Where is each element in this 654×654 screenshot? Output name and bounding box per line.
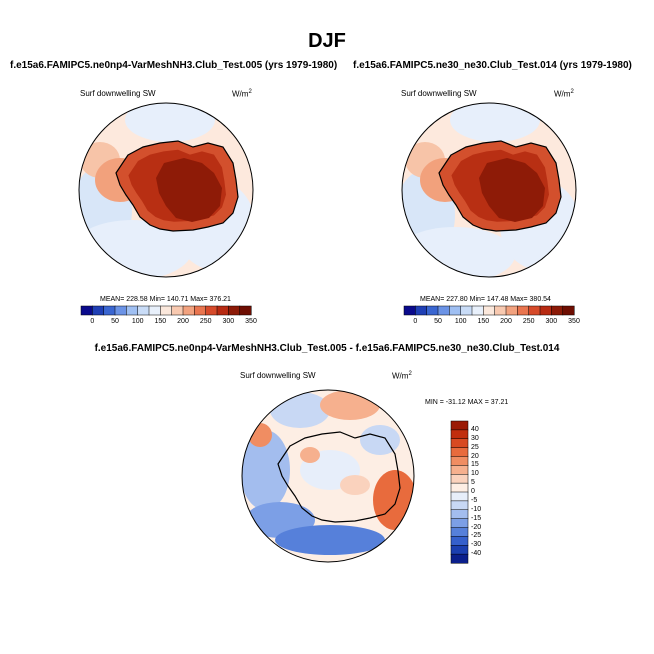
colorbar-right-tick-label: 350: [568, 318, 580, 325]
colorbar-right-swatch: [403, 305, 416, 316]
colorbar-left-tick-label: 200: [177, 318, 189, 325]
colorbar-difference-swatch: [450, 500, 469, 511]
colorbar-difference-tick-label: 10: [471, 470, 479, 478]
colorbar-left-tick-label: 50: [111, 318, 119, 325]
colorbar-left-swatch: [239, 305, 252, 316]
colorbar-difference-swatch: [450, 465, 469, 475]
colorbar-difference-tick-label: -10: [471, 505, 482, 513]
colorbar-difference-tick-label: 25: [471, 443, 479, 451]
colorbar-right-swatch: [505, 305, 518, 316]
colorbar-right-swatch: [426, 305, 439, 316]
colorbar-right-swatch: [539, 305, 552, 316]
colorbar-difference-tick-label: 5: [471, 479, 475, 487]
panel-left-variable-label: Surf downwelling SW: [80, 89, 156, 98]
colorbar-right: [403, 305, 575, 316]
colorbar-right-swatch: [460, 305, 473, 316]
colorbar-left-swatch: [80, 305, 93, 316]
colorbar-right-tick-label: 200: [500, 318, 512, 325]
colorbar-difference-swatch: [450, 429, 469, 440]
colorbar-difference-tick-label: -40: [471, 550, 482, 558]
colorbar-difference-tick-label: -20: [471, 523, 482, 531]
colorbar-right-swatch: [449, 305, 462, 316]
colorbar-left-swatch: [92, 305, 105, 316]
colorbar-left-tick-label: 300: [222, 318, 235, 325]
colorbar-left-tick-label: 100: [131, 318, 144, 325]
difference-subtitle: f.e15a6.FAMIPC5.ne0np4-VarMeshNH3.Club_T…: [94, 343, 560, 354]
polar-map-right: [401, 102, 577, 278]
colorbar-left-tick-label: 250: [199, 318, 212, 325]
panel-left-units: W/m2: [232, 89, 252, 99]
colorbar-difference-swatch: [450, 447, 469, 458]
colorbar-left-swatch: [160, 305, 173, 316]
colorbar-left-swatch: [137, 305, 150, 316]
colorbar-left-swatch: [171, 305, 184, 316]
colorbar-right-swatch: [494, 305, 507, 316]
colorbar-right-tick-label: 0: [413, 318, 418, 325]
panel-right-subtitle: f.e15a6.FAMIPC5.ne30_ne30.Club_Test.014 …: [353, 60, 632, 71]
colorbar-difference-swatch: [450, 553, 469, 564]
colorbar-left-tick-label: 350: [245, 318, 257, 325]
colorbar-difference-tick-label: 30: [471, 434, 479, 442]
colorbar-difference-swatch: [450, 456, 469, 466]
colorbar-right-swatch: [551, 305, 564, 316]
colorbar-difference-swatch: [450, 518, 469, 529]
colorbar-right-swatch: [483, 305, 496, 316]
colorbar-right-swatch: [437, 305, 450, 316]
colorbar-difference-swatch: [450, 482, 469, 493]
colorbar-difference-swatch: [450, 420, 469, 431]
colorbar-difference-swatch: [450, 474, 469, 484]
colorbar-right-tick-label: 100: [454, 318, 467, 325]
colorbar-left-tick-label: 0: [90, 318, 95, 325]
colorbar-difference-swatch: [450, 527, 469, 537]
colorbar-difference-tick-label: 15: [471, 461, 479, 469]
colorbar-difference-swatch: [450, 536, 469, 546]
colorbar-difference-swatch: [450, 438, 469, 449]
figure-title: DJF: [308, 30, 346, 52]
colorbar-difference-tick-label: 40: [471, 425, 479, 433]
colorbar-right-swatch: [517, 305, 530, 316]
colorbar-difference-tick-label: 20: [471, 452, 479, 460]
colorbar-left-swatch: [103, 305, 116, 316]
colorbar-left-swatch: [182, 305, 195, 316]
panel-right-stats: MEAN= 227.80 Min= 147.48 Max= 380.54: [420, 296, 551, 303]
colorbar-left-swatch: [148, 305, 161, 316]
colorbar-difference: [450, 420, 469, 564]
colorbar-left: [80, 305, 252, 316]
colorbar-difference-tick-label: 0: [471, 488, 475, 495]
colorbar-right-tick-label: 300: [545, 318, 558, 325]
colorbar-difference-tick-label: -25: [471, 532, 482, 540]
colorbar-right-swatch: [471, 305, 484, 316]
colorbar-right-tick-label: 250: [522, 318, 535, 325]
difference-variable-label: Surf downwelling SW: [240, 371, 316, 380]
colorbar-left-swatch: [114, 305, 127, 316]
colorbar-difference-swatch: [450, 491, 469, 502]
colorbar-left-swatch: [194, 305, 207, 316]
colorbar-difference-tick-label: -30: [471, 541, 482, 549]
colorbar-difference-swatch: [450, 545, 469, 555]
polar-map-left: [78, 102, 254, 278]
colorbar-left-swatch: [126, 305, 139, 316]
colorbar-left-swatch: [228, 305, 241, 316]
panel-right-units: W/m2: [554, 89, 574, 99]
colorbar-right-swatch: [528, 305, 541, 316]
panel-left-stats: MEAN= 228.58 Min= 140.71 Max= 376.21: [100, 296, 231, 303]
difference-stats: MIN = -31.12 MAX = 37.21: [425, 399, 509, 406]
colorbar-left-swatch: [205, 305, 218, 316]
colorbar-difference-tick-label: -15: [471, 514, 482, 522]
polar-map-difference: [241, 389, 415, 563]
colorbar-difference-swatch: [450, 509, 469, 520]
panel-left-subtitle: f.e15a6.FAMIPC5.ne0np4-VarMeshNH3.Club_T…: [10, 60, 338, 71]
colorbar-right-swatch: [562, 305, 575, 316]
colorbar-left-swatch: [216, 305, 229, 316]
difference-units: W/m2: [392, 371, 412, 381]
colorbar-right-swatch: [415, 305, 428, 316]
colorbar-right-tick-label: 50: [434, 318, 442, 325]
colorbar-right-tick-label: 150: [477, 318, 490, 325]
colorbar-difference-tick-label: -5: [471, 496, 478, 504]
panel-right-variable-label: Surf downwelling SW: [401, 89, 477, 98]
colorbar-left-tick-label: 150: [154, 318, 167, 325]
